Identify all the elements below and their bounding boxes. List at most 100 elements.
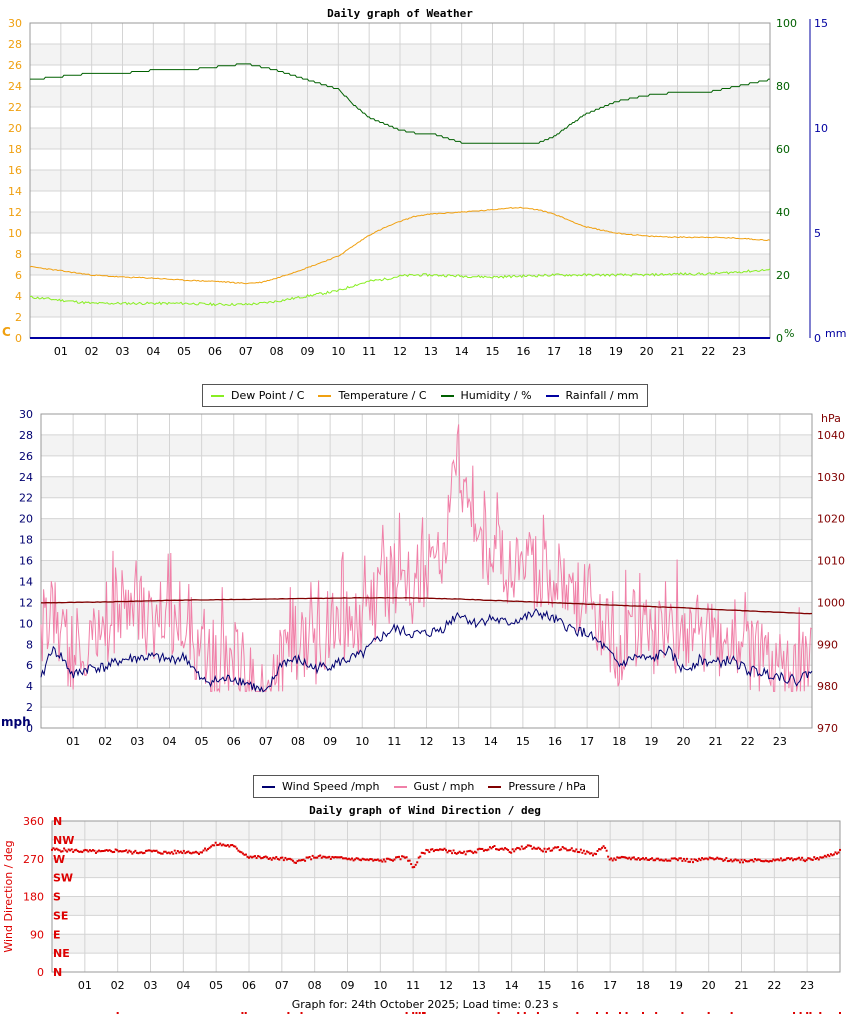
direction-point (628, 856, 631, 859)
legend-label-temperature: Temperature / C (338, 389, 427, 402)
gust-line (40, 424, 813, 694)
direction-point (261, 856, 264, 859)
direction-point (311, 854, 314, 857)
direction-point (516, 846, 519, 849)
direction-point (523, 847, 526, 850)
direction-point (779, 857, 782, 860)
direction-point (792, 859, 795, 862)
weather-y-tick-label: 12 (8, 206, 22, 219)
direction-point (123, 849, 126, 852)
direction-x-tick-label: 07 (275, 979, 289, 992)
direction-point (635, 858, 638, 861)
direction-point (581, 851, 584, 854)
direction-point (305, 856, 308, 859)
direction-point (584, 852, 587, 855)
direction-point (490, 847, 493, 850)
compass-label: NW (53, 834, 74, 847)
direction-point (346, 858, 349, 861)
direction-point (563, 847, 566, 850)
direction-point (839, 848, 841, 851)
direction-point (598, 848, 601, 851)
direction-point (134, 849, 137, 852)
direction-point (460, 851, 463, 854)
direction-point (399, 858, 402, 861)
direction-point (813, 856, 816, 859)
direction-y-tick-label: 270 (23, 853, 44, 866)
weather-chart-title: Daily graph of Weather (327, 7, 473, 20)
wind-x-tick-label: 05 (195, 735, 209, 748)
direction-point (825, 855, 828, 858)
direction-point (614, 858, 617, 861)
pressure-axis-tick-label: 1030 (817, 471, 845, 484)
direction-point (481, 847, 484, 850)
direction-point (548, 847, 551, 850)
humidity-line (30, 63, 770, 144)
direction-point (751, 859, 754, 862)
weather-x-tick-label: 12 (393, 345, 407, 358)
direction-point (682, 857, 685, 860)
direction-y-tick-label: 90 (30, 928, 44, 941)
direction-point (655, 857, 658, 860)
direction-point (137, 852, 140, 855)
calm-marker (423, 1012, 426, 1014)
legend-swatch-pressure (488, 785, 502, 788)
direction-point (251, 856, 254, 859)
direction-point (285, 858, 288, 861)
direction-point (426, 849, 429, 852)
direction-point (758, 858, 761, 861)
direction-point (795, 858, 798, 861)
direction-point (178, 851, 181, 854)
direction-point (96, 850, 99, 853)
direction-point (263, 856, 266, 859)
direction-point (66, 850, 69, 853)
direction-point (504, 847, 507, 850)
direction-point (147, 849, 150, 852)
direction-point (207, 848, 210, 851)
direction-x-tick-label: 19 (669, 979, 683, 992)
direction-point (99, 850, 102, 853)
legend-item-dew-point: Dew Point / C (211, 389, 304, 402)
direction-point (390, 859, 393, 862)
direction-point (478, 847, 481, 850)
direction-point (710, 857, 713, 860)
wind-y-tick-label: 12 (19, 596, 33, 609)
direction-point (513, 850, 516, 853)
direction-point (351, 857, 354, 860)
direction-point (767, 860, 770, 863)
direction-point (149, 849, 152, 852)
wind-y-tick-label: 14 (19, 575, 33, 588)
direction-point (61, 850, 64, 853)
direction-point (304, 859, 307, 862)
direction-point (166, 852, 169, 855)
direction-point (531, 847, 534, 850)
compass-label: N (53, 815, 62, 828)
rainfall-axis-tick-label: 15 (814, 17, 828, 30)
direction-point (607, 855, 610, 858)
direction-point (293, 861, 296, 864)
calm-marker (418, 1012, 421, 1014)
direction-point (643, 858, 646, 861)
wind-x-tick-label: 23 (773, 735, 787, 748)
direction-point (591, 854, 594, 857)
direction-point (507, 849, 510, 852)
direction-point (260, 857, 263, 860)
direction-point (352, 859, 355, 862)
direction-point (719, 857, 722, 860)
weather-x-tick-label: 09 (301, 345, 315, 358)
direction-point (532, 846, 535, 849)
direction-point (420, 851, 423, 854)
direction-point (705, 857, 708, 860)
wind-speed-line (40, 608, 813, 693)
direction-point (264, 855, 267, 858)
direction-point (341, 857, 344, 860)
direction-point (545, 850, 548, 853)
direction-point (804, 860, 807, 863)
direction-x-tick-label: 08 (308, 979, 322, 992)
direction-point (337, 856, 340, 859)
direction-point (161, 852, 164, 855)
direction-point (602, 845, 605, 848)
direction-point (498, 848, 501, 851)
direction-point (696, 860, 699, 863)
direction-point (666, 859, 669, 862)
compass-label: N (53, 966, 62, 979)
